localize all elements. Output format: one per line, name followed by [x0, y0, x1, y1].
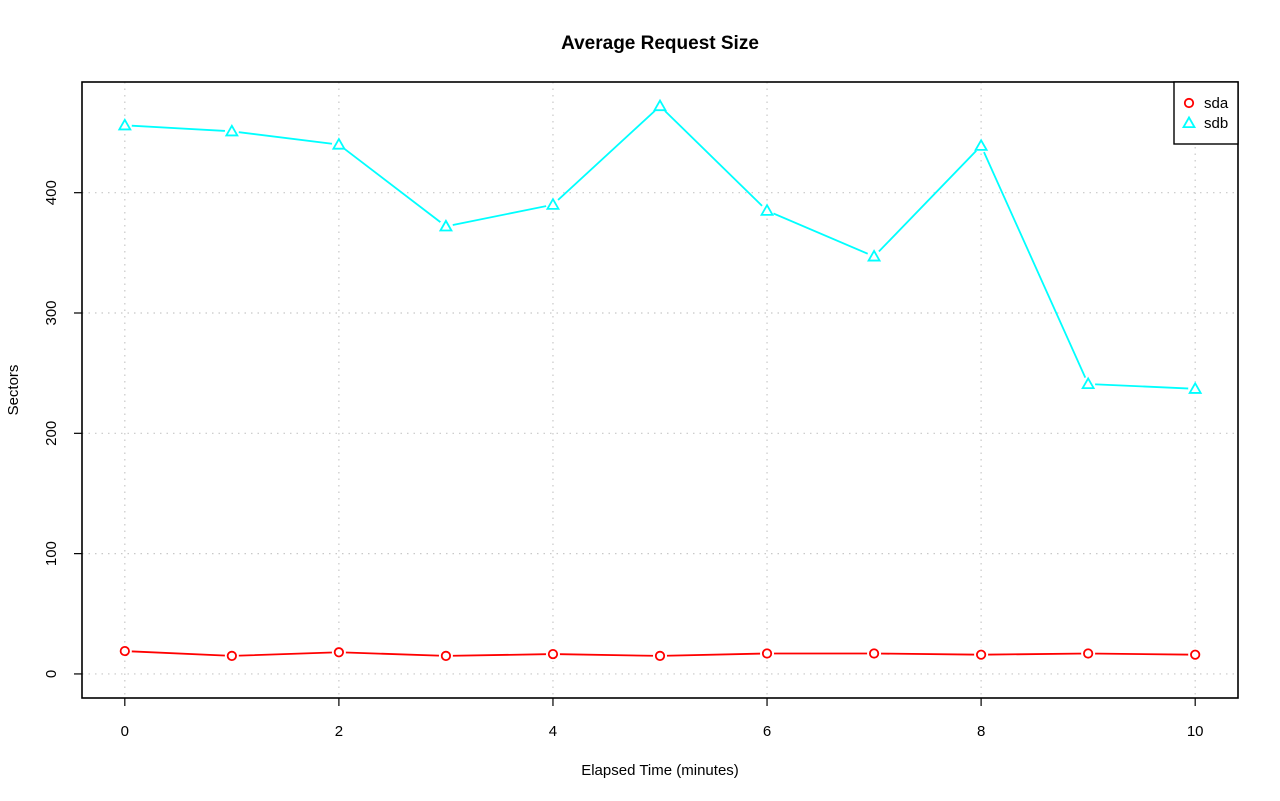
y-tick-label: 100: [43, 541, 60, 566]
plot-frame: [81, 81, 1239, 699]
data-point-sda: [1190, 649, 1201, 660]
y-axis: 0 100 200 300 400: [43, 180, 82, 678]
data-point-sda: [440, 650, 452, 661]
data-point-sda: [1083, 648, 1094, 659]
x-tick-label: 8: [977, 723, 985, 740]
legend-box: [1173, 81, 1239, 145]
series-line-sdb: [124, 104, 1196, 390]
y-tick-label: 200: [43, 421, 60, 446]
data-point-sdb: [1081, 376, 1096, 390]
data-point-sdb: [652, 98, 668, 112]
data-point-sdb: [117, 117, 132, 131]
data-point-sdb: [545, 197, 561, 210]
data-point-sdb: [759, 203, 775, 216]
series-layer: [117, 98, 1203, 663]
legend: sda sdb: [1173, 81, 1239, 145]
data-point-sda: [976, 649, 987, 660]
series-sdb: [117, 98, 1203, 396]
data-point-sdb: [974, 138, 989, 151]
legend-label-sdb: sdb: [1204, 115, 1228, 132]
y-tick-label: 400: [43, 180, 60, 205]
data-point-sda: [868, 648, 880, 659]
x-axis: 0 2 4 6 8 10: [121, 698, 1204, 740]
legend-marker-sda: [1183, 97, 1195, 109]
series-sda: [117, 644, 1203, 663]
x-tick-label: 6: [763, 723, 771, 740]
data-point-sda: [333, 647, 344, 658]
chart-title: Average Request Size: [561, 33, 759, 54]
legend-label-sda: sda: [1204, 95, 1229, 112]
data-point-sda: [226, 650, 237, 661]
data-point-sdb: [867, 249, 882, 262]
x-axis-label: Elapsed Time (minutes): [581, 762, 739, 779]
x-tick-label: 2: [335, 723, 343, 740]
y-tick-label: 0: [43, 670, 60, 678]
x-tick-label: 4: [549, 723, 557, 740]
data-point-sdb: [331, 137, 346, 150]
grid-lines: [82, 82, 1238, 698]
data-point-sda: [119, 645, 130, 657]
data-point-sdb: [1188, 381, 1203, 394]
data-point-sda: [761, 648, 773, 659]
data-point-sdb: [438, 219, 453, 232]
y-axis-label: Sectors: [5, 365, 22, 416]
y-tick-label: 300: [43, 300, 60, 325]
legend-marker-sdb: [1181, 115, 1197, 129]
data-point-sda: [654, 650, 666, 661]
data-point-sda: [547, 648, 559, 660]
data-point-sdb: [224, 124, 239, 137]
x-tick-label: 0: [121, 723, 129, 740]
x-tick-label: 10: [1187, 723, 1204, 740]
